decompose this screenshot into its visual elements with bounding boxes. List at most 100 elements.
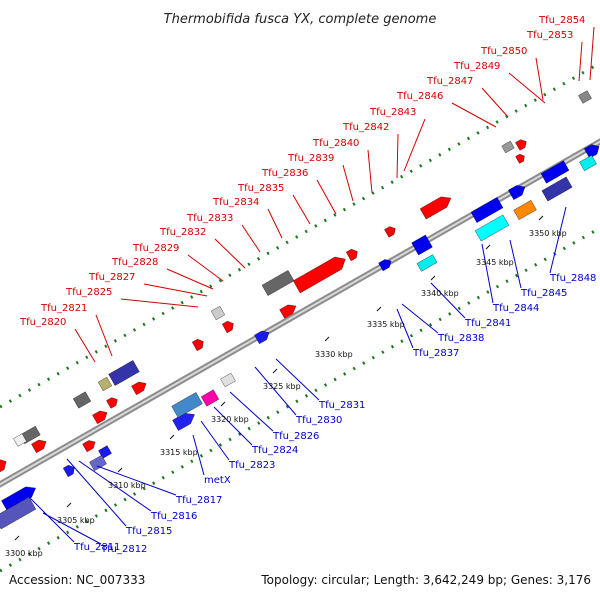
gene-feature (106, 397, 118, 409)
gene-label-top: Tfu_2840 (312, 138, 359, 149)
callout-line (549, 206, 567, 274)
tick-label: 3300 kbp (5, 549, 43, 558)
gene-label-bottom: Tfu_2823 (228, 460, 275, 471)
gene-label-top: Tfu_2829 (132, 243, 179, 254)
tick-line (66, 502, 72, 508)
tick-line (117, 467, 123, 473)
gene-feature (82, 440, 96, 453)
gene-feature (92, 410, 108, 425)
gene-feature (171, 392, 203, 418)
gene-label-bottom: Tfu_2845 (520, 288, 567, 299)
tick-line (272, 368, 278, 374)
gene-label-top: Tfu_2836 (261, 168, 308, 179)
gene-feature (191, 338, 204, 352)
gene-feature (345, 248, 358, 262)
callout-line (66, 458, 127, 527)
callout-line (396, 133, 399, 179)
gene-label-top: Tfu_2832 (159, 227, 206, 238)
gene-feature (221, 320, 234, 334)
callout-line (254, 366, 297, 416)
callout-line (166, 268, 214, 290)
gene-label-top: Tfu_2839 (287, 153, 334, 164)
gene-feature (515, 139, 527, 151)
callout-line (401, 303, 439, 334)
gene-feature (579, 154, 597, 172)
tick-line (430, 275, 436, 281)
callout-line (241, 224, 261, 253)
gene-label-bottom: Tfu_2812 (100, 544, 147, 555)
gene-label-bottom: Tfu_2817 (175, 495, 222, 506)
callout-line (589, 26, 595, 81)
feature-blocks (0, 90, 600, 530)
callout-line (213, 406, 253, 446)
map-title: Thermobifida fusca YX, complete genome (164, 12, 437, 27)
callout-line (78, 460, 152, 512)
tick-line (538, 215, 544, 221)
gene-label-bottom: Tfu_2824 (251, 445, 298, 456)
gene-feature (470, 197, 504, 223)
callout-line (342, 164, 354, 202)
gene-feature (293, 256, 346, 294)
callout-line (74, 328, 96, 363)
callout-line (143, 283, 208, 297)
gene-feature (541, 176, 573, 202)
callout-line (267, 208, 283, 239)
callout-line (367, 149, 373, 194)
callout-line (509, 239, 522, 289)
gene-label-bottom: Tfu_2837 (412, 348, 459, 359)
callout-line (42, 512, 102, 545)
gene-feature (419, 196, 452, 220)
callout-line (535, 57, 544, 101)
callout-line (451, 102, 497, 128)
gene-feature (13, 433, 27, 447)
callout-line (403, 118, 426, 172)
gene-feature (200, 389, 220, 407)
callout-line (95, 314, 113, 357)
gene-feature (416, 254, 438, 272)
tick-label: 3330 kbp (315, 350, 353, 359)
gene-label-bottom: Tfu_2844 (492, 303, 539, 314)
gene-label-bottom: metX (204, 475, 231, 486)
guide-line-top-outer (0, 61, 600, 409)
gene-feature (1, 486, 36, 512)
tick-label: 3320 kbp (211, 415, 249, 424)
tick-label: 3335 kbp (367, 320, 405, 329)
gene-feature (501, 140, 515, 154)
callout-line (96, 465, 177, 496)
gene-label-top: Tfu_2825 (65, 287, 112, 298)
genome-axis-highlight (0, 140, 600, 486)
gene-feature (515, 153, 525, 164)
gene-feature (108, 360, 140, 386)
gene-label-top: Tfu_2821 (40, 303, 87, 314)
gene-label-top: Tfu_2820 (19, 317, 66, 328)
gene-feature (513, 200, 537, 220)
gene-label-bottom: Tfu_2841 (464, 318, 511, 329)
gene-feature (131, 381, 147, 396)
callout-line (192, 434, 205, 476)
tick-line (376, 306, 382, 312)
gene-feature (384, 226, 396, 238)
tick-label: 3345 kbp (476, 258, 514, 267)
callout-line (187, 254, 224, 282)
callout-line (292, 194, 311, 225)
tick-line (485, 244, 491, 250)
tick-label: 3315 kbp (160, 448, 198, 457)
callout-line (120, 298, 199, 308)
gene-label-bottom: Tfu_2838 (437, 333, 484, 344)
gene-feature (31, 439, 47, 454)
gene-label-top: Tfu_2842 (342, 122, 389, 133)
gene-label-top: Tfu_2834 (212, 197, 259, 208)
accession-text: Accession: NC_007333 (9, 573, 146, 587)
callout-line (430, 282, 466, 319)
gene-label-bottom: Tfu_2826 (272, 431, 319, 442)
callout-line (214, 238, 246, 269)
gene-label-top: Tfu_2827 (88, 272, 135, 283)
tick-line (324, 336, 330, 342)
gene-label-bottom: Tfu_2816 (150, 511, 197, 522)
summary-text: Topology: circular; Length: 3,642,249 bp… (261, 573, 591, 587)
gene-label-bottom: Tfu_2848 (549, 273, 596, 284)
gene-label-top: Tfu_2846 (396, 91, 443, 102)
gene-feature (508, 185, 526, 200)
gene-label-top: Tfu_2833 (186, 213, 233, 224)
